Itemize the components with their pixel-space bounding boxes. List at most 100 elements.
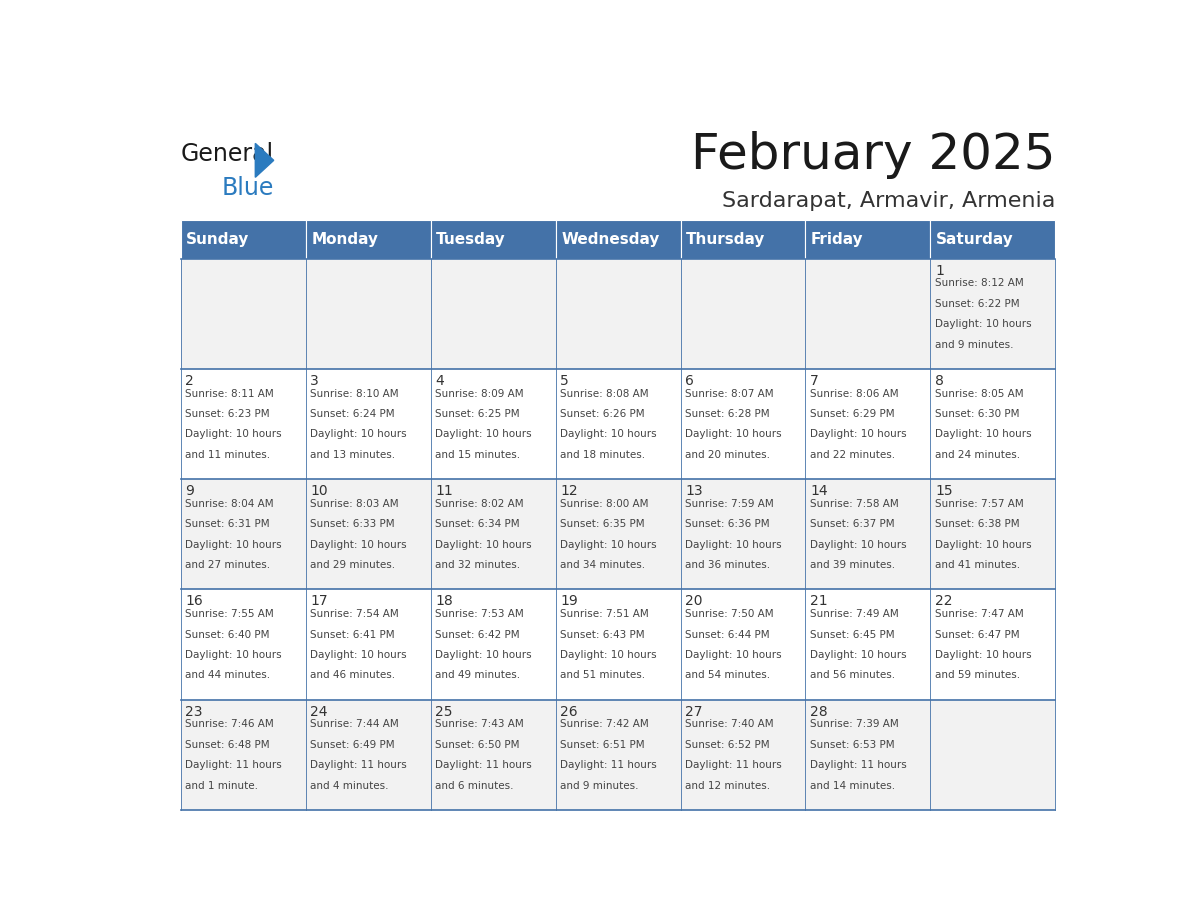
Text: Sunset: 6:50 PM: Sunset: 6:50 PM	[435, 740, 519, 750]
Text: 17: 17	[310, 594, 328, 609]
Text: 9: 9	[185, 484, 194, 498]
Text: Daylight: 11 hours: Daylight: 11 hours	[810, 760, 906, 770]
Bar	[930, 259, 1055, 369]
Text: Daylight: 10 hours: Daylight: 10 hours	[810, 430, 906, 440]
Polygon shape	[255, 143, 273, 177]
Bar	[430, 479, 556, 589]
Text: Daylight: 10 hours: Daylight: 10 hours	[935, 430, 1031, 440]
Bar	[805, 219, 930, 259]
Text: 3: 3	[310, 374, 320, 387]
Text: Daylight: 10 hours: Daylight: 10 hours	[561, 430, 657, 440]
Text: Sunset: 6:43 PM: Sunset: 6:43 PM	[561, 630, 645, 640]
Text: Sunrise: 7:54 AM: Sunrise: 7:54 AM	[310, 610, 399, 620]
Text: Sunrise: 7:43 AM: Sunrise: 7:43 AM	[435, 720, 524, 730]
Text: Saturday: Saturday	[936, 231, 1013, 247]
Text: and 9 minutes.: and 9 minutes.	[935, 340, 1013, 350]
Text: Sunrise: 7:59 AM: Sunrise: 7:59 AM	[685, 498, 773, 509]
Text: 27: 27	[685, 705, 702, 719]
Text: and 54 minutes.: and 54 minutes.	[685, 670, 770, 680]
Text: 21: 21	[810, 594, 828, 609]
Bar	[681, 700, 805, 810]
Text: 19: 19	[561, 594, 577, 609]
Bar	[556, 700, 681, 810]
Text: and 14 minutes.: and 14 minutes.	[810, 780, 896, 790]
Bar	[181, 259, 305, 369]
Bar	[305, 589, 430, 700]
Text: General: General	[181, 142, 274, 166]
Text: Daylight: 10 hours: Daylight: 10 hours	[310, 540, 407, 550]
Text: Sunrise: 8:00 AM: Sunrise: 8:00 AM	[561, 498, 649, 509]
Text: Daylight: 10 hours: Daylight: 10 hours	[185, 650, 282, 660]
Text: Thursday: Thursday	[685, 231, 765, 247]
Text: and 56 minutes.: and 56 minutes.	[810, 670, 896, 680]
Bar	[430, 219, 556, 259]
Text: Sunset: 6:51 PM: Sunset: 6:51 PM	[561, 740, 645, 750]
Text: Sunrise: 7:57 AM: Sunrise: 7:57 AM	[935, 498, 1024, 509]
Bar	[305, 219, 430, 259]
Text: 23: 23	[185, 705, 203, 719]
Text: Sunset: 6:22 PM: Sunset: 6:22 PM	[935, 298, 1019, 308]
Text: and 41 minutes.: and 41 minutes.	[935, 560, 1020, 570]
Text: and 51 minutes.: and 51 minutes.	[561, 670, 645, 680]
Text: Sunrise: 7:51 AM: Sunrise: 7:51 AM	[561, 610, 649, 620]
Text: and 59 minutes.: and 59 minutes.	[935, 670, 1020, 680]
Text: Daylight: 10 hours: Daylight: 10 hours	[935, 540, 1031, 550]
Text: 16: 16	[185, 594, 203, 609]
Text: and 27 minutes.: and 27 minutes.	[185, 560, 271, 570]
Text: Sunrise: 7:55 AM: Sunrise: 7:55 AM	[185, 610, 274, 620]
Text: Daylight: 10 hours: Daylight: 10 hours	[685, 430, 782, 440]
Text: Daylight: 10 hours: Daylight: 10 hours	[435, 540, 532, 550]
Text: Sunset: 6:48 PM: Sunset: 6:48 PM	[185, 740, 270, 750]
Bar	[805, 369, 930, 479]
Text: Daylight: 10 hours: Daylight: 10 hours	[935, 650, 1031, 660]
Text: Sunset: 6:34 PM: Sunset: 6:34 PM	[435, 520, 520, 530]
Text: 22: 22	[935, 594, 953, 609]
Text: Sunday: Sunday	[187, 231, 249, 247]
Text: and 13 minutes.: and 13 minutes.	[310, 450, 396, 460]
Text: Daylight: 11 hours: Daylight: 11 hours	[185, 760, 282, 770]
Bar	[181, 369, 305, 479]
Text: 14: 14	[810, 484, 828, 498]
Text: Sunrise: 7:44 AM: Sunrise: 7:44 AM	[310, 720, 399, 730]
Text: Sunset: 6:29 PM: Sunset: 6:29 PM	[810, 409, 895, 419]
Text: Sunset: 6:33 PM: Sunset: 6:33 PM	[310, 520, 394, 530]
Text: and 22 minutes.: and 22 minutes.	[810, 450, 896, 460]
Bar	[305, 259, 430, 369]
Text: 11: 11	[435, 484, 453, 498]
Text: Daylight: 10 hours: Daylight: 10 hours	[185, 430, 282, 440]
Text: Daylight: 11 hours: Daylight: 11 hours	[435, 760, 532, 770]
Text: Sunrise: 8:11 AM: Sunrise: 8:11 AM	[185, 388, 274, 398]
Bar	[930, 589, 1055, 700]
Text: Sunset: 6:37 PM: Sunset: 6:37 PM	[810, 520, 895, 530]
Text: 15: 15	[935, 484, 953, 498]
Text: Sunset: 6:23 PM: Sunset: 6:23 PM	[185, 409, 270, 419]
Text: Sunset: 6:53 PM: Sunset: 6:53 PM	[810, 740, 895, 750]
Text: and 44 minutes.: and 44 minutes.	[185, 670, 271, 680]
Text: 7: 7	[810, 374, 819, 387]
Text: Daylight: 10 hours: Daylight: 10 hours	[935, 319, 1031, 330]
Text: and 18 minutes.: and 18 minutes.	[561, 450, 645, 460]
Bar	[681, 259, 805, 369]
Text: 10: 10	[310, 484, 328, 498]
Text: and 15 minutes.: and 15 minutes.	[435, 450, 520, 460]
Text: Sunset: 6:38 PM: Sunset: 6:38 PM	[935, 520, 1019, 530]
Text: Daylight: 10 hours: Daylight: 10 hours	[685, 650, 782, 660]
Text: Sunrise: 7:50 AM: Sunrise: 7:50 AM	[685, 610, 773, 620]
Text: Sunrise: 8:12 AM: Sunrise: 8:12 AM	[935, 278, 1024, 288]
Text: Daylight: 11 hours: Daylight: 11 hours	[685, 760, 782, 770]
Text: Sunrise: 8:02 AM: Sunrise: 8:02 AM	[435, 498, 524, 509]
Text: Sunrise: 8:08 AM: Sunrise: 8:08 AM	[561, 388, 649, 398]
Text: Daylight: 10 hours: Daylight: 10 hours	[310, 430, 407, 440]
Text: Sunset: 6:40 PM: Sunset: 6:40 PM	[185, 630, 270, 640]
Text: Daylight: 11 hours: Daylight: 11 hours	[310, 760, 407, 770]
Bar	[181, 589, 305, 700]
Text: 28: 28	[810, 705, 828, 719]
Text: Sunset: 6:25 PM: Sunset: 6:25 PM	[435, 409, 520, 419]
Text: 13: 13	[685, 484, 703, 498]
Text: Sunrise: 8:10 AM: Sunrise: 8:10 AM	[310, 388, 399, 398]
Bar	[805, 700, 930, 810]
Text: Sardarapat, Armavir, Armenia: Sardarapat, Armavir, Armenia	[722, 192, 1055, 211]
Text: and 6 minutes.: and 6 minutes.	[435, 780, 513, 790]
Text: 5: 5	[561, 374, 569, 387]
Bar	[681, 479, 805, 589]
